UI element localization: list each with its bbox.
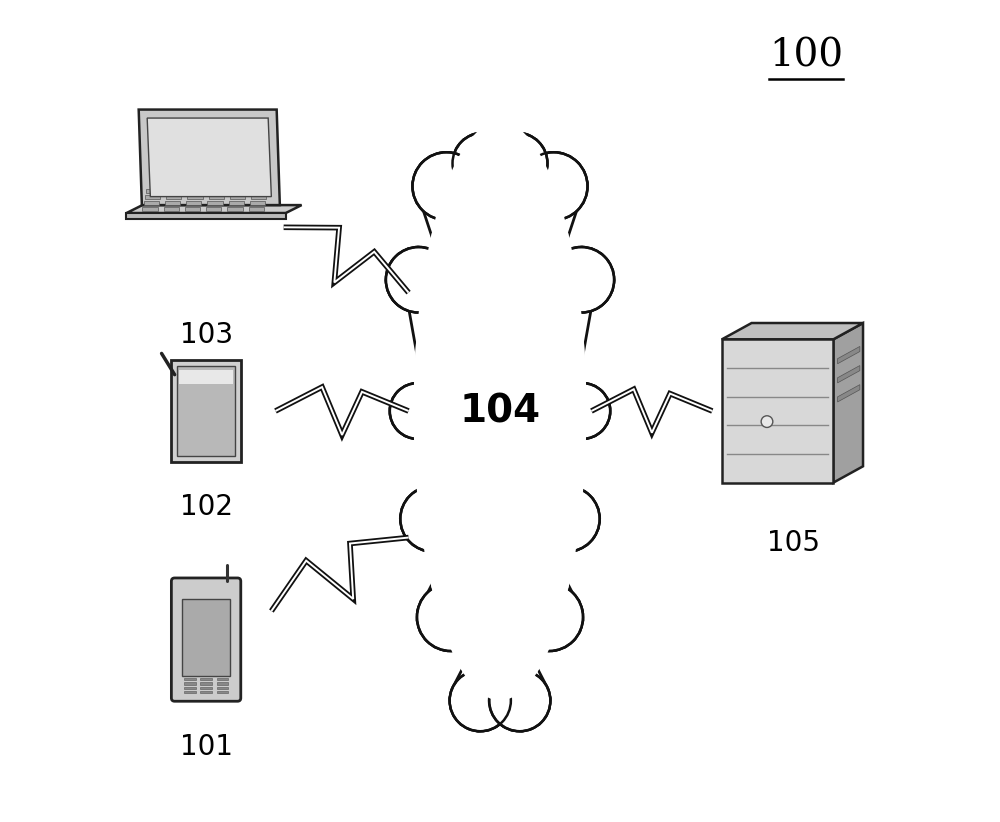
Bar bbox=[207, 201, 223, 205]
Bar bbox=[217, 678, 228, 681]
Polygon shape bbox=[414, 122, 586, 700]
Bar bbox=[142, 207, 158, 210]
Bar bbox=[209, 195, 224, 199]
Text: 100: 100 bbox=[769, 37, 843, 74]
Text: 104: 104 bbox=[459, 392, 541, 430]
Bar bbox=[231, 189, 246, 192]
Bar bbox=[251, 195, 266, 199]
Polygon shape bbox=[722, 323, 863, 339]
Polygon shape bbox=[171, 360, 241, 462]
Text: 101: 101 bbox=[180, 733, 233, 761]
Bar bbox=[217, 682, 228, 685]
Polygon shape bbox=[147, 118, 271, 196]
Circle shape bbox=[412, 152, 480, 220]
Bar bbox=[252, 189, 268, 192]
Bar bbox=[200, 682, 212, 685]
Circle shape bbox=[450, 670, 511, 732]
Polygon shape bbox=[722, 339, 833, 483]
Polygon shape bbox=[838, 346, 860, 364]
Polygon shape bbox=[414, 122, 586, 700]
Polygon shape bbox=[179, 370, 233, 384]
Polygon shape bbox=[414, 122, 586, 700]
Circle shape bbox=[761, 416, 773, 427]
Polygon shape bbox=[386, 133, 614, 732]
Bar bbox=[200, 690, 212, 693]
Circle shape bbox=[489, 670, 550, 732]
Bar bbox=[185, 207, 200, 210]
Bar bbox=[189, 189, 204, 192]
Bar bbox=[230, 195, 245, 199]
Circle shape bbox=[520, 152, 588, 220]
Bar bbox=[164, 207, 179, 210]
Text: 105: 105 bbox=[767, 529, 820, 557]
Text: 102: 102 bbox=[180, 492, 233, 520]
Bar bbox=[250, 201, 265, 205]
Bar bbox=[146, 189, 162, 192]
Polygon shape bbox=[838, 385, 860, 402]
Circle shape bbox=[417, 583, 485, 651]
Polygon shape bbox=[833, 323, 863, 483]
Polygon shape bbox=[126, 213, 286, 219]
Bar bbox=[229, 201, 244, 205]
Bar bbox=[182, 599, 230, 676]
Circle shape bbox=[400, 486, 466, 552]
Bar bbox=[184, 682, 196, 685]
Circle shape bbox=[486, 132, 547, 194]
Bar bbox=[184, 690, 196, 693]
Bar bbox=[184, 686, 196, 689]
Bar bbox=[227, 207, 243, 210]
Bar bbox=[186, 201, 201, 205]
Bar bbox=[177, 366, 235, 456]
Circle shape bbox=[534, 486, 600, 552]
Bar bbox=[249, 207, 264, 210]
Bar bbox=[144, 201, 159, 205]
Circle shape bbox=[554, 383, 610, 439]
Bar bbox=[210, 189, 225, 192]
Bar bbox=[200, 678, 212, 681]
Circle shape bbox=[390, 383, 446, 439]
Bar bbox=[167, 189, 183, 192]
Polygon shape bbox=[838, 366, 860, 383]
Circle shape bbox=[549, 247, 614, 312]
Bar bbox=[165, 201, 180, 205]
Bar bbox=[187, 195, 203, 199]
Bar bbox=[206, 207, 221, 210]
Bar bbox=[166, 195, 181, 199]
Text: 103: 103 bbox=[180, 321, 233, 349]
Bar bbox=[217, 686, 228, 689]
Circle shape bbox=[386, 247, 451, 312]
Circle shape bbox=[453, 132, 514, 194]
Circle shape bbox=[515, 583, 583, 651]
Polygon shape bbox=[126, 206, 302, 213]
Bar bbox=[200, 686, 212, 689]
Bar bbox=[145, 195, 160, 199]
Polygon shape bbox=[139, 109, 280, 206]
FancyBboxPatch shape bbox=[171, 578, 241, 701]
Bar bbox=[217, 690, 228, 693]
Bar bbox=[184, 678, 196, 681]
